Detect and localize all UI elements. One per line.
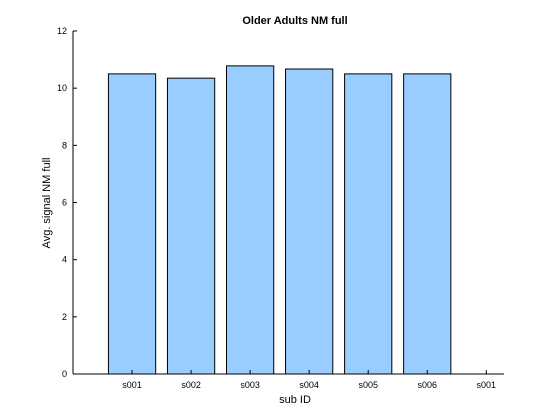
y-tick-label: 8	[62, 140, 67, 150]
x-tick-label: s001	[122, 380, 142, 390]
bar-s005	[345, 74, 392, 374]
bar-s001	[108, 74, 155, 374]
y-tick-label: 4	[62, 255, 67, 265]
y-tick-label: 10	[57, 83, 67, 93]
x-tick-label: s002	[181, 380, 201, 390]
y-tick-label: 12	[57, 26, 67, 36]
y-tick-label: 0	[62, 369, 67, 379]
bar-s002	[167, 78, 214, 374]
x-tick-label: s004	[299, 380, 319, 390]
x-tick-label: s005	[358, 380, 378, 390]
y-tick-label: 6	[62, 198, 67, 208]
x-tick-label: s003	[240, 380, 260, 390]
x-tick-label: s006	[417, 380, 437, 390]
bar-s004	[286, 69, 333, 374]
plot-area: 0 2 4 6 8 10 12 s001 s002 s003 s004 s005 s006 s001	[57, 26, 504, 390]
y-axis-label: Avg. signal NM full	[41, 158, 53, 249]
bar-s003	[227, 66, 274, 374]
chart-title: Older Adults NM full	[242, 15, 347, 27]
bar-s006	[404, 74, 451, 374]
y-tick-label: 2	[62, 312, 67, 322]
x-tick-label: s001	[477, 380, 497, 390]
x-axis-label: sub ID	[279, 394, 311, 406]
